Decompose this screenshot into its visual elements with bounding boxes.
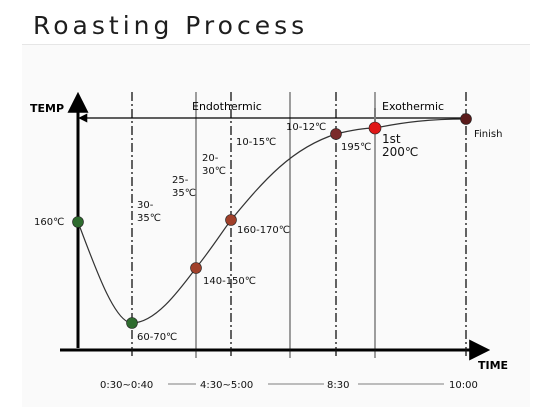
curve-points	[72, 113, 472, 329]
point-label: Finish	[474, 129, 502, 140]
x-axis-label: TIME	[478, 359, 508, 372]
curve-point	[330, 128, 342, 140]
curve-point	[190, 262, 202, 274]
page-title: Roasting Process	[33, 11, 309, 40]
diagram-panel	[22, 44, 530, 407]
stage-label: 10-15℃	[236, 137, 276, 148]
header: Roasting Process	[0, 0, 550, 42]
time-labels: 0:30~0:40 4:30~5:00 8:30 10:00	[100, 380, 478, 391]
time-label: 4:30~5:00	[200, 380, 253, 391]
point-label: 60-70℃	[137, 332, 177, 343]
stage-label: 20-30℃	[202, 153, 226, 177]
time-label: 10:00	[449, 380, 478, 391]
phase-endothermic: Endothermic	[192, 100, 262, 113]
point-label: 195℃	[341, 142, 371, 153]
stage-label: 10-12℃	[286, 122, 326, 133]
point-label: 1st 200℃	[382, 132, 418, 159]
curve-point	[126, 317, 138, 329]
point-label: 140-150℃	[203, 276, 256, 287]
time-label: 0:30~0:40	[100, 380, 153, 391]
y-axis-label: TEMP	[30, 102, 64, 115]
curve-point	[225, 214, 237, 226]
point-label: 160-170℃	[237, 225, 290, 236]
stage-label: 25-35℃	[172, 175, 196, 199]
time-label: 8:30	[327, 380, 349, 391]
stage-label: 30-35℃	[137, 200, 161, 224]
point-label: 160℃	[34, 217, 64, 228]
curve-point	[72, 216, 84, 228]
curve-point	[368, 121, 382, 135]
phase-exothermic: Exothermic	[382, 100, 444, 113]
stage-labels: 30-35℃ 25-35℃20-30℃ 10-15℃ 10-12℃	[137, 122, 326, 224]
curve-point	[460, 113, 472, 125]
point-labels: 160℃ 60-70℃ 140-150℃ 160-170℃ 195℃ 1st 200℃ Fin…	[34, 129, 502, 343]
